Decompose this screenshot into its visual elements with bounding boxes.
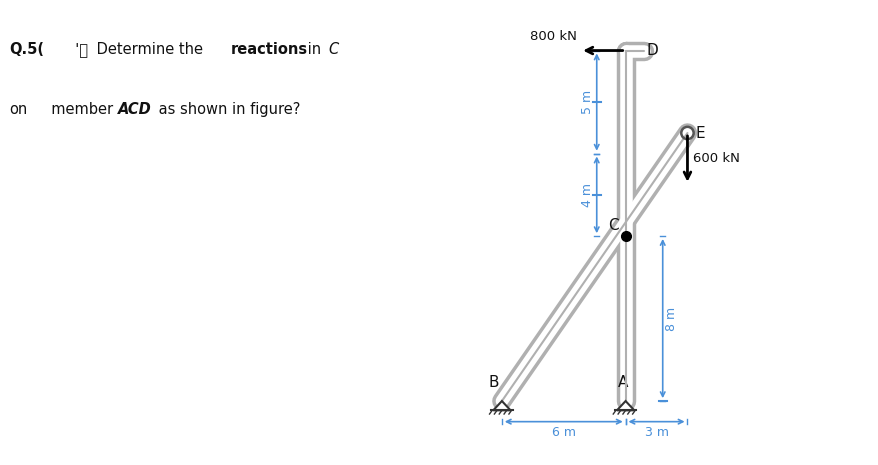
Text: ACD: ACD <box>118 102 151 117</box>
Polygon shape <box>493 401 510 410</box>
Text: member: member <box>42 102 118 117</box>
Text: A: A <box>617 375 628 390</box>
Text: as shown in figure?: as shown in figure? <box>154 102 300 117</box>
Text: Q.5(: Q.5( <box>9 42 44 57</box>
Text: 5 m: 5 m <box>580 90 594 114</box>
Text: 600 kN: 600 kN <box>692 152 738 165</box>
Text: 8 m: 8 m <box>665 306 678 331</box>
Text: 6 m: 6 m <box>551 426 575 439</box>
Text: C: C <box>328 42 339 57</box>
Text: E: E <box>694 126 704 140</box>
Text: 4 m: 4 m <box>580 183 594 207</box>
Text: 3 m: 3 m <box>644 426 668 439</box>
Text: 800 kN: 800 kN <box>529 30 576 43</box>
Text: reactions: reactions <box>230 42 307 57</box>
Text: in: in <box>303 42 326 57</box>
Polygon shape <box>616 401 634 410</box>
Text: B: B <box>488 375 498 390</box>
Text: '˹: '˹ <box>66 42 88 57</box>
Text: D: D <box>645 43 658 58</box>
Text: C: C <box>607 218 618 233</box>
Text: on: on <box>9 102 27 117</box>
Text: Determine the: Determine the <box>92 42 208 57</box>
